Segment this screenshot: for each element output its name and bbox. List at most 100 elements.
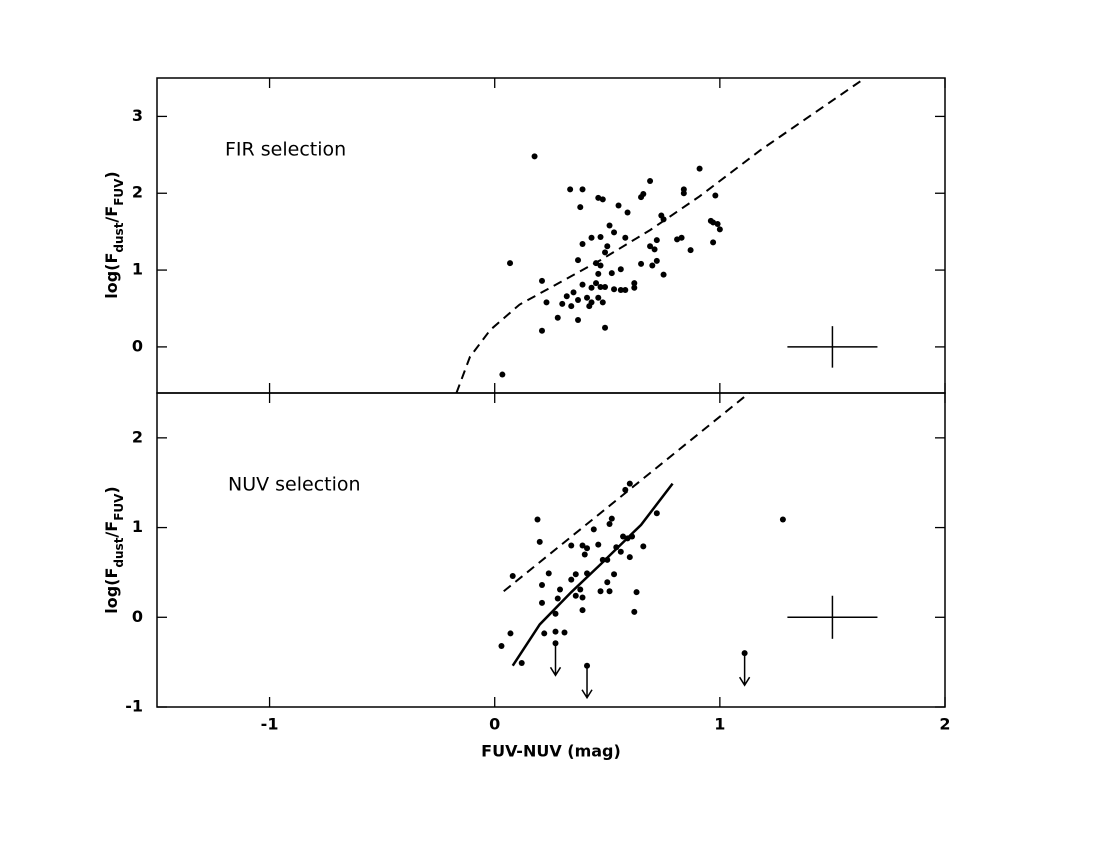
y-axis-label-part: dust xyxy=(112,537,126,567)
point xyxy=(622,234,629,241)
point xyxy=(678,234,685,241)
point xyxy=(531,153,538,160)
point xyxy=(552,628,559,635)
point xyxy=(611,286,618,293)
y-axis-label-part: ) xyxy=(102,486,121,493)
point xyxy=(595,294,602,301)
y-tick-label: 0 xyxy=(132,607,143,626)
point xyxy=(640,543,647,550)
point xyxy=(590,526,597,533)
point xyxy=(696,165,703,172)
point xyxy=(716,226,723,233)
point xyxy=(538,277,545,284)
y-tick-label: 2 xyxy=(132,183,143,202)
y-axis-label-part: log(F xyxy=(102,253,121,299)
point xyxy=(563,293,570,300)
point xyxy=(499,371,506,378)
x-tick-label: 2 xyxy=(939,715,950,734)
point xyxy=(714,220,721,227)
point xyxy=(741,650,748,657)
point xyxy=(552,610,559,617)
point xyxy=(651,246,658,253)
point xyxy=(584,545,591,552)
point xyxy=(559,300,566,307)
point xyxy=(653,257,660,264)
point xyxy=(584,662,591,669)
point xyxy=(581,551,588,558)
point xyxy=(611,571,618,578)
point xyxy=(541,630,548,637)
y-axis-label: log(Fdust/FFUV) xyxy=(102,486,126,614)
point xyxy=(534,516,541,523)
point xyxy=(640,191,647,198)
point xyxy=(647,243,654,250)
point xyxy=(584,294,591,301)
point xyxy=(568,576,575,583)
y-tick-label: -1 xyxy=(125,697,143,716)
point xyxy=(579,240,586,247)
point xyxy=(653,237,660,244)
point xyxy=(593,280,600,287)
point xyxy=(586,303,593,310)
point xyxy=(498,642,505,649)
point xyxy=(595,541,602,548)
point xyxy=(579,281,586,288)
point xyxy=(588,234,595,241)
point xyxy=(568,303,575,310)
point xyxy=(608,270,615,277)
curve xyxy=(503,393,750,593)
x-tick-label: 1 xyxy=(714,715,725,734)
point xyxy=(626,480,633,487)
point xyxy=(606,588,613,595)
point xyxy=(653,510,660,517)
point xyxy=(579,186,586,193)
point xyxy=(660,271,667,278)
point xyxy=(543,299,550,306)
y-tick-label: 1 xyxy=(132,260,143,279)
y-tick-label: 0 xyxy=(132,336,143,355)
point xyxy=(536,538,543,545)
y-axis-label-part: dust xyxy=(112,222,126,252)
point xyxy=(545,570,552,577)
curve xyxy=(511,482,674,667)
point xyxy=(680,190,687,197)
point xyxy=(599,299,606,306)
point xyxy=(674,236,681,243)
point xyxy=(575,317,582,324)
point xyxy=(538,327,545,334)
point xyxy=(577,586,584,593)
y-axis-label-part: log(F xyxy=(102,568,121,614)
curve xyxy=(455,78,865,393)
point xyxy=(597,262,604,269)
y-axis-label-part: ) xyxy=(102,171,121,178)
point xyxy=(620,533,627,540)
x-tick-label: 0 xyxy=(489,715,500,734)
point xyxy=(572,592,579,599)
upper-limit-arrow xyxy=(738,655,751,687)
point xyxy=(597,283,604,290)
point xyxy=(554,595,561,602)
point xyxy=(617,548,624,555)
point xyxy=(611,229,618,236)
point xyxy=(575,257,582,264)
point xyxy=(617,287,624,294)
point xyxy=(647,177,654,184)
point xyxy=(570,289,577,296)
point xyxy=(579,594,586,601)
point xyxy=(557,586,564,593)
point xyxy=(649,262,656,269)
y-axis-label-part: /F xyxy=(102,521,121,538)
bottom-panel-frame xyxy=(156,392,946,708)
point xyxy=(622,287,629,294)
point xyxy=(552,640,559,647)
point xyxy=(597,588,604,595)
y-axis-label-part: /F xyxy=(102,206,121,223)
point xyxy=(507,260,514,267)
point xyxy=(712,192,719,199)
point xyxy=(604,579,611,586)
point xyxy=(579,607,586,614)
point xyxy=(606,222,613,229)
point xyxy=(631,280,638,287)
point xyxy=(597,234,604,241)
